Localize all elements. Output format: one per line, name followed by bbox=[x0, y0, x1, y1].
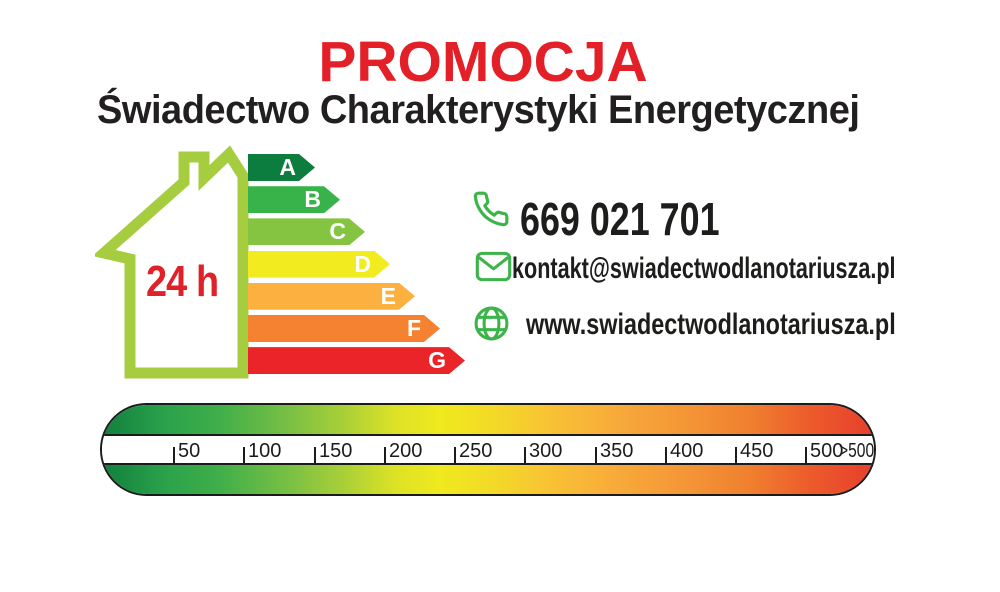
energy-arrow-label: F bbox=[406, 314, 421, 341]
scale-tick-label: 400 bbox=[670, 440, 704, 462]
mail-icon bbox=[475, 251, 512, 282]
scale-tick bbox=[243, 447, 246, 463]
energy-arrow-label: C bbox=[329, 218, 346, 245]
energy-scale-bar: 50 100 150 200 250 300 350 400 450 500 >500 bbox=[100, 403, 876, 496]
scale-tick bbox=[595, 447, 598, 463]
energy-arrow-label: A bbox=[279, 154, 296, 180]
energy-arrow-A: A bbox=[248, 154, 315, 181]
scale-gradient-bottom bbox=[102, 463, 874, 494]
scale-tick-label: 50 bbox=[178, 440, 201, 462]
scale-tick-label: 300 bbox=[529, 440, 563, 462]
scale-tick-label: 150 bbox=[319, 440, 353, 462]
scale-tick bbox=[735, 447, 738, 463]
scale-tick bbox=[805, 447, 808, 463]
energy-arrow-D: D bbox=[248, 251, 390, 278]
scale-tick-label: >500 bbox=[839, 440, 875, 462]
energy-arrow-label: D bbox=[354, 250, 371, 277]
scale-tick-band: 50 100 150 200 250 300 350 400 450 500 >500 bbox=[102, 436, 874, 463]
energy-arrow-G: G bbox=[248, 347, 465, 374]
scale-tick-label: 500 bbox=[810, 440, 844, 462]
email-address: kontakt@swiadectwodlanotariusza.pl bbox=[512, 252, 896, 285]
energy-arrow-label: G bbox=[428, 347, 446, 374]
energy-arrow-F: F bbox=[248, 315, 440, 342]
globe-icon bbox=[474, 306, 509, 341]
scale-tick-label: 250 bbox=[459, 440, 493, 462]
scale-tick bbox=[524, 447, 527, 463]
scale-tick bbox=[454, 447, 457, 463]
scale-tick-label: 200 bbox=[389, 440, 423, 462]
scale-tick-label: 450 bbox=[740, 440, 774, 462]
phone-icon bbox=[473, 191, 509, 227]
promo-title: PROMOCJA bbox=[318, 30, 648, 94]
energy-arrow-E: E bbox=[248, 283, 415, 310]
scale-tick bbox=[173, 447, 176, 463]
scale-tick-label: 100 bbox=[248, 440, 282, 462]
page-subtitle: Świadectwo Charakterystyki Energetycznej bbox=[97, 88, 860, 132]
scale-tick bbox=[314, 447, 317, 463]
scale-tick bbox=[384, 447, 387, 463]
scale-gradient-top bbox=[102, 405, 874, 436]
energy-arrow-C: C bbox=[248, 218, 365, 245]
energy-arrow-B: B bbox=[248, 186, 340, 213]
scale-tick-label: 350 bbox=[600, 440, 634, 462]
scale-tick bbox=[665, 447, 668, 463]
house-outline bbox=[95, 145, 249, 379]
website-url: www.swiadectwodlanotariusza.pl bbox=[526, 308, 896, 341]
energy-arrow-label: E bbox=[380, 282, 396, 309]
house-24h-label: 24 h bbox=[146, 257, 219, 306]
phone-number: 669 021 701 bbox=[520, 193, 720, 245]
house-icon bbox=[95, 145, 249, 379]
energy-arrow-label: B bbox=[304, 186, 321, 213]
